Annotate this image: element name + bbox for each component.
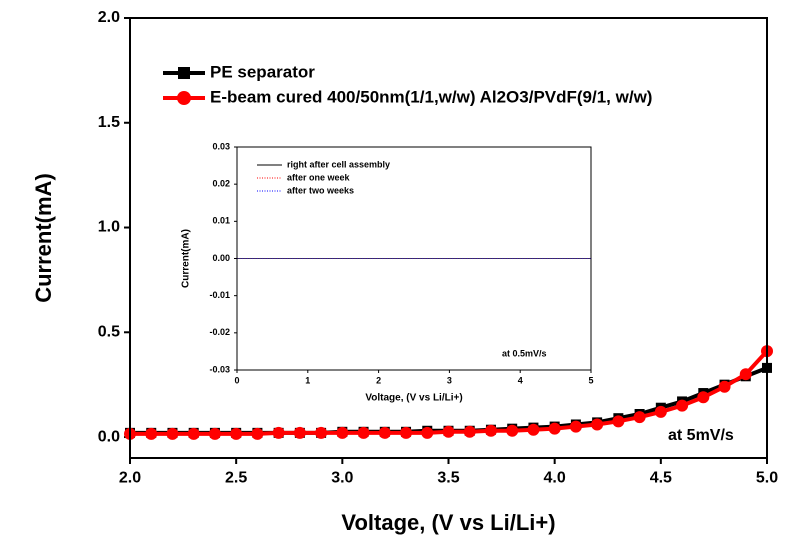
marker: [569, 420, 582, 433]
x-tick-label: 5.0: [756, 470, 778, 487]
y-tick-label: 2.0: [98, 9, 120, 26]
y-tick-label: 0.5: [98, 324, 120, 341]
y-axis-title: Current(mA): [31, 173, 56, 303]
marker: [336, 426, 349, 439]
x-tick-label: 5: [588, 375, 593, 385]
x-axis-title: Voltage, (V vs Li/Li+): [365, 393, 462, 404]
y-tick-label: 1.5: [98, 114, 120, 131]
marker: [293, 426, 306, 439]
legend-label: E-beam cured 400/50nm(1/1,w/w) Al2O3/PVd…: [210, 87, 652, 106]
plot-frame: [236, 146, 592, 371]
legend-label: right after cell assembly: [287, 159, 390, 169]
marker: [697, 391, 710, 404]
y-tick-label: 0.02: [212, 179, 230, 189]
marker: [187, 427, 200, 440]
legend-label: after one week: [287, 172, 351, 182]
marker: [442, 425, 455, 438]
x-tick-label: 1: [305, 375, 310, 385]
marker: [739, 368, 752, 381]
annotation: at 0.5mV/s: [502, 348, 547, 358]
marker: [166, 427, 179, 440]
y-tick-label: 0.03: [212, 141, 230, 151]
legend-label: PE separator: [210, 62, 315, 81]
x-tick-label: 3.0: [331, 470, 353, 487]
annotation: at 5mV/s: [668, 427, 734, 444]
marker: [463, 425, 476, 438]
x-tick-label: 2.0: [119, 470, 141, 487]
marker: [591, 418, 604, 431]
legend-marker: [177, 91, 191, 105]
y-tick-label: -0.03: [209, 364, 230, 374]
marker: [654, 405, 667, 418]
x-tick-label: 2.5: [225, 470, 247, 487]
x-tick-label: 3.5: [437, 470, 459, 487]
legend-marker: [178, 67, 190, 79]
plot-frame: [129, 17, 768, 459]
x-tick-label: 4.0: [544, 470, 566, 487]
marker: [145, 427, 158, 440]
marker: [633, 411, 646, 424]
marker: [230, 427, 243, 440]
x-tick-label: 4.5: [650, 470, 672, 487]
legend-label: after two weeks: [287, 185, 354, 195]
marker: [208, 427, 221, 440]
marker: [548, 422, 561, 435]
y-tick-label: -0.02: [209, 327, 230, 337]
marker: [315, 426, 328, 439]
marker: [527, 423, 540, 436]
marker: [676, 399, 689, 412]
x-tick-label: 3: [447, 375, 452, 385]
y-tick-label: 0.01: [212, 216, 230, 226]
y-tick-label: 0.00: [212, 253, 230, 263]
marker: [251, 427, 264, 440]
x-tick-label: 0: [234, 375, 239, 385]
y-tick-label: -0.01: [209, 290, 230, 300]
marker: [718, 380, 731, 393]
marker: [612, 415, 625, 428]
marker: [421, 426, 434, 439]
x-tick-label: 2: [376, 375, 381, 385]
marker: [484, 424, 497, 437]
x-axis-title: Voltage, (V vs Li/Li+): [341, 510, 555, 535]
y-tick-label: 1.0: [98, 219, 120, 236]
marker: [378, 426, 391, 439]
marker: [400, 426, 413, 439]
marker: [357, 426, 370, 439]
marker: [506, 424, 519, 437]
y-tick-label: 0.0: [98, 428, 120, 445]
x-tick-label: 4: [518, 375, 523, 385]
y-axis-title: Current(mA): [181, 229, 192, 288]
marker: [272, 426, 285, 439]
